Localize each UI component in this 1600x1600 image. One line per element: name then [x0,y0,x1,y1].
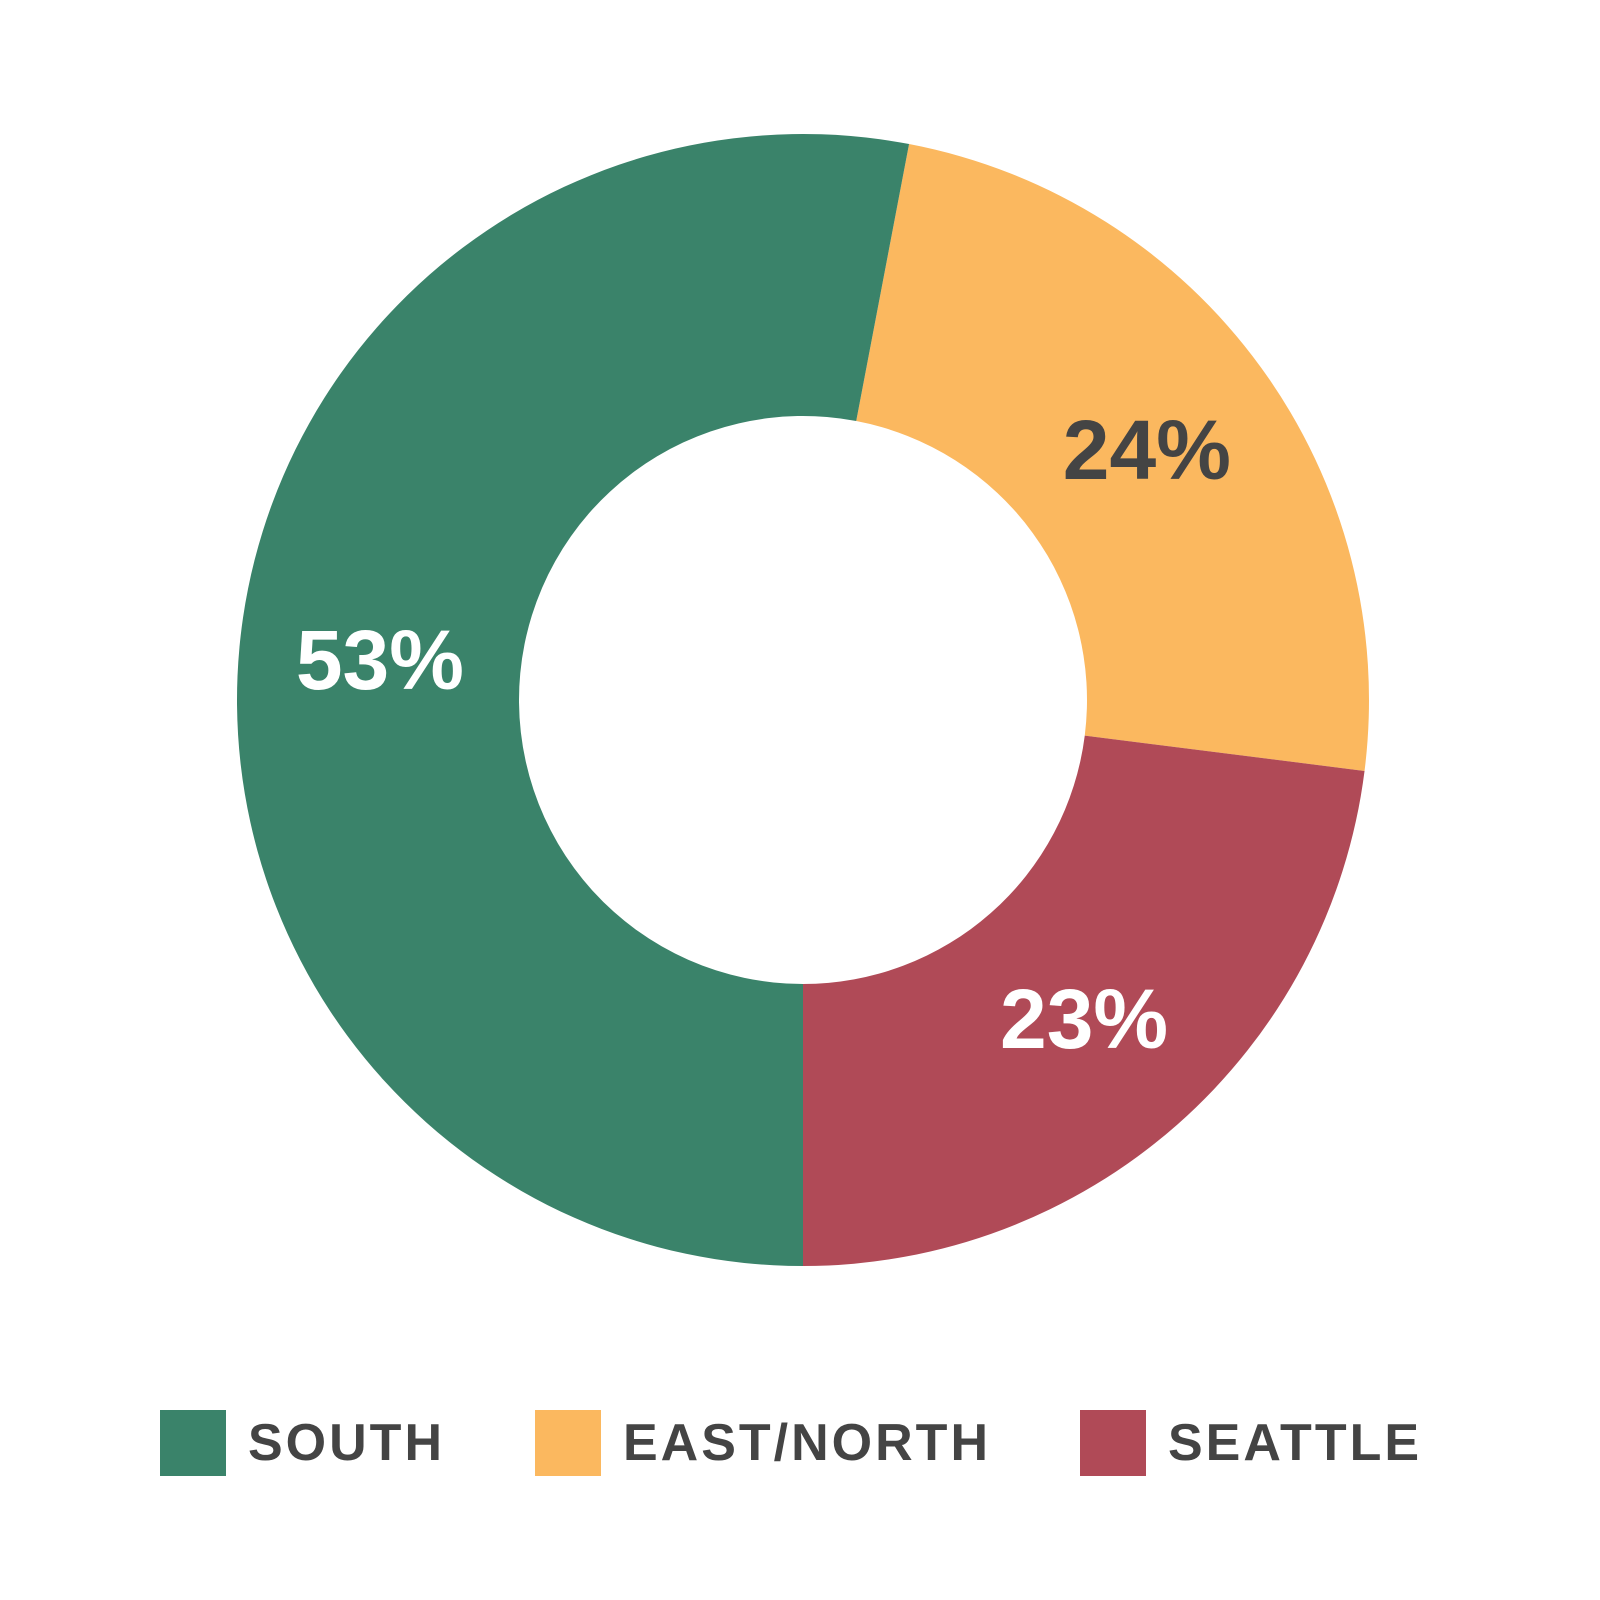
donut-slices [237,134,1369,1266]
legend-swatch-south [160,1410,226,1476]
slice-seattle[interactable] [803,735,1365,1266]
legend-label-east-north: EAST/NORTH [623,1414,991,1472]
chart-legend: SOUTH EAST/NORTH SEATTLE [0,1410,1600,1480]
slice-labels: 24% 23% 53% [296,403,1231,1066]
slice-east-north[interactable] [856,144,1369,771]
legend-label-south: SOUTH [248,1414,445,1472]
slice-label-south: 53% [296,613,464,707]
legend-label-seattle: SEATTLE [1168,1414,1423,1472]
legend-swatch-east-north [535,1410,601,1476]
legend-swatch-seattle [1080,1410,1146,1476]
legend-item-south[interactable]: SOUTH [160,1410,445,1476]
legend-item-east-north[interactable]: EAST/NORTH [535,1410,991,1476]
legend-item-seattle[interactable]: SEATTLE [1080,1410,1422,1476]
slice-label-east-north: 24% [1063,403,1231,497]
slice-south[interactable] [237,134,910,1266]
slice-label-seattle: 23% [1000,972,1168,1066]
